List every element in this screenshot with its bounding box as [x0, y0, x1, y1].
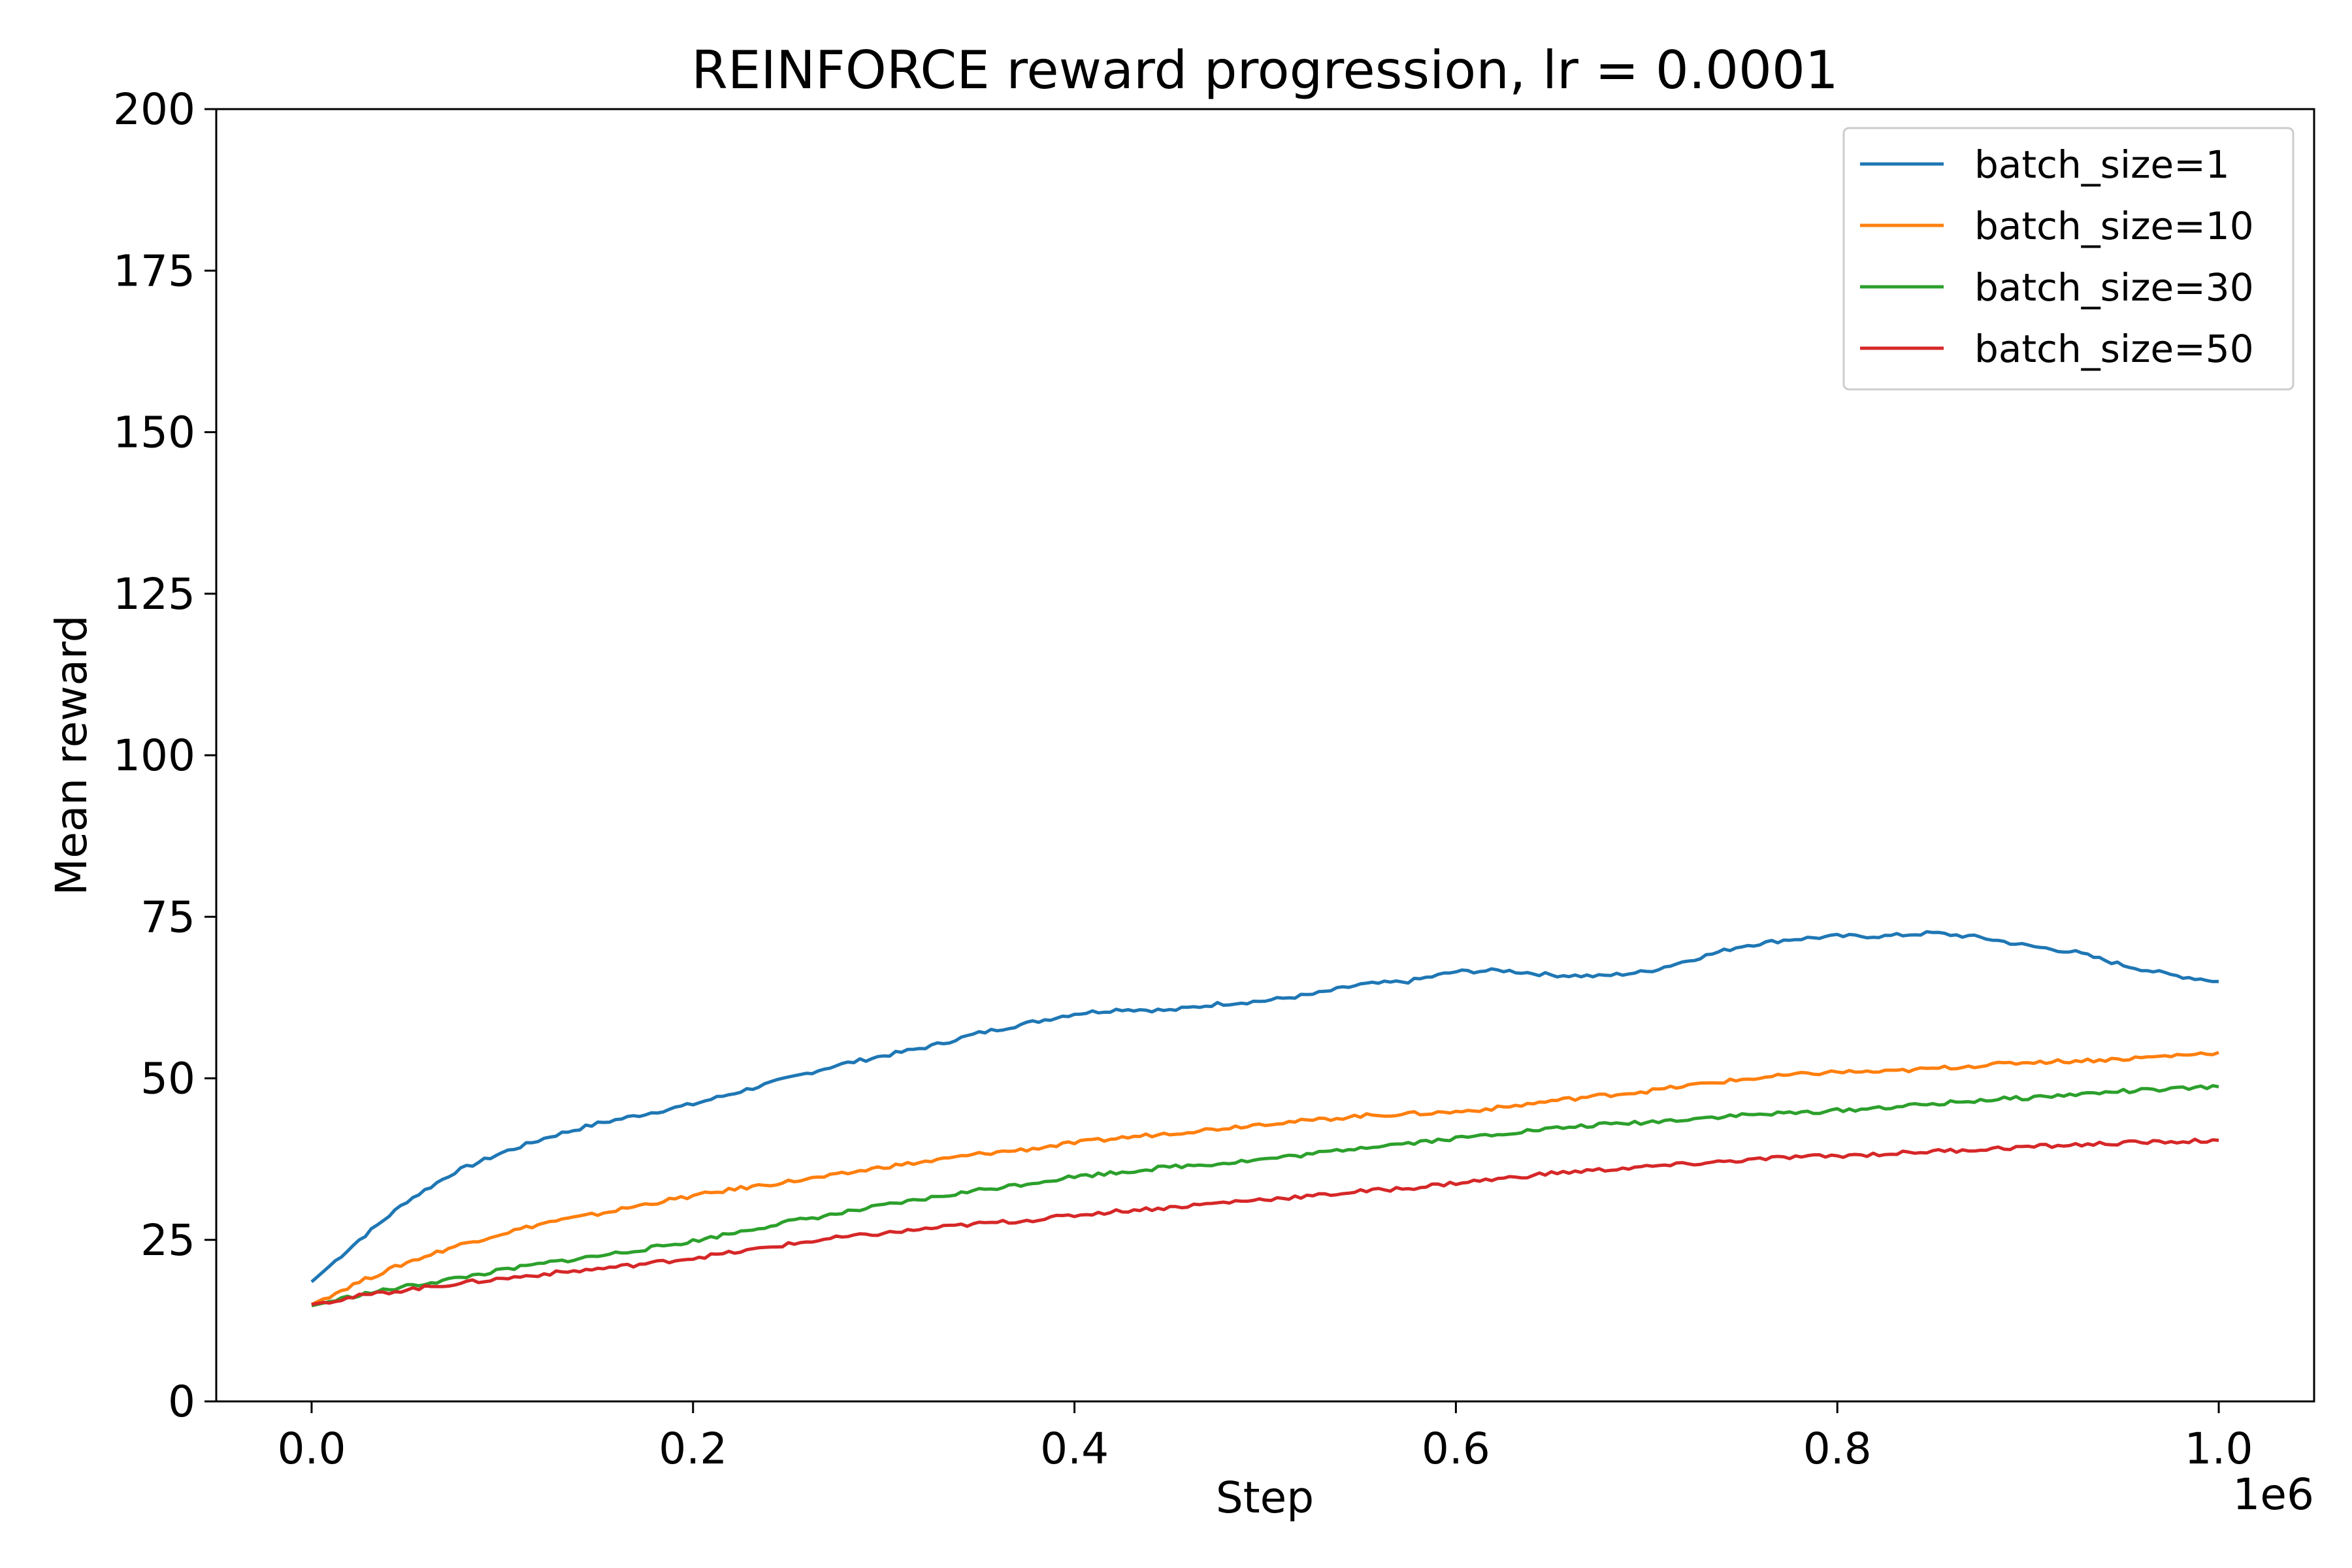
legend-label: batch_size=50 — [1974, 327, 2254, 371]
x-tick-label: 1.0 — [2185, 1424, 2253, 1474]
y-axis-label: Mean reward — [46, 615, 97, 895]
x-axis-label: Step — [1216, 1473, 1314, 1523]
y-tick-label: 100 — [113, 730, 195, 781]
series-line-1 — [310, 930, 2219, 1283]
y-tick-label: 50 — [140, 1054, 195, 1104]
series-layer — [310, 930, 2219, 1308]
legend-box — [1842, 127, 2295, 391]
y-tick-label: 150 — [113, 408, 195, 458]
x-tick-label: 0.0 — [277, 1424, 346, 1474]
y-tick-label: 75 — [140, 892, 195, 942]
y-tick-label: 25 — [140, 1215, 195, 1266]
legend-label: batch_size=10 — [1974, 204, 2254, 248]
y-tick-label: 175 — [113, 246, 195, 296]
y-tick-label: 0 — [168, 1377, 195, 1427]
legend: batch_size=1 batch_size=10 batch_size=30ba… — [1842, 127, 2295, 391]
series-line-3 — [311, 1084, 2219, 1308]
legend-label: batch_size=30 — [1974, 265, 2254, 310]
y-tick-label: 200 — [113, 84, 195, 135]
x-tick-label: 0.4 — [1040, 1424, 1109, 1474]
chart-title: REINFORCE reward progression, lr = 0.000… — [691, 40, 1838, 101]
x-axis-offset-label: 1e6 — [2232, 1469, 2314, 1520]
legend-label: batch_size=1 — [1974, 142, 2230, 187]
series-line-4 — [311, 1137, 2219, 1307]
y-tick-label: 125 — [113, 569, 195, 619]
x-tick-label: 0.8 — [1803, 1424, 1872, 1474]
series-line-2 — [310, 1051, 2219, 1306]
y-axis: 0 25 50 75 100 125 150 175 200 — [113, 84, 216, 1427]
x-axis: 0.0 0.2 0.4 0.6 0.8 1.0 — [277, 1401, 2253, 1474]
x-tick-label: 0.6 — [1422, 1424, 1490, 1474]
x-tick-label: 0.2 — [659, 1424, 727, 1474]
